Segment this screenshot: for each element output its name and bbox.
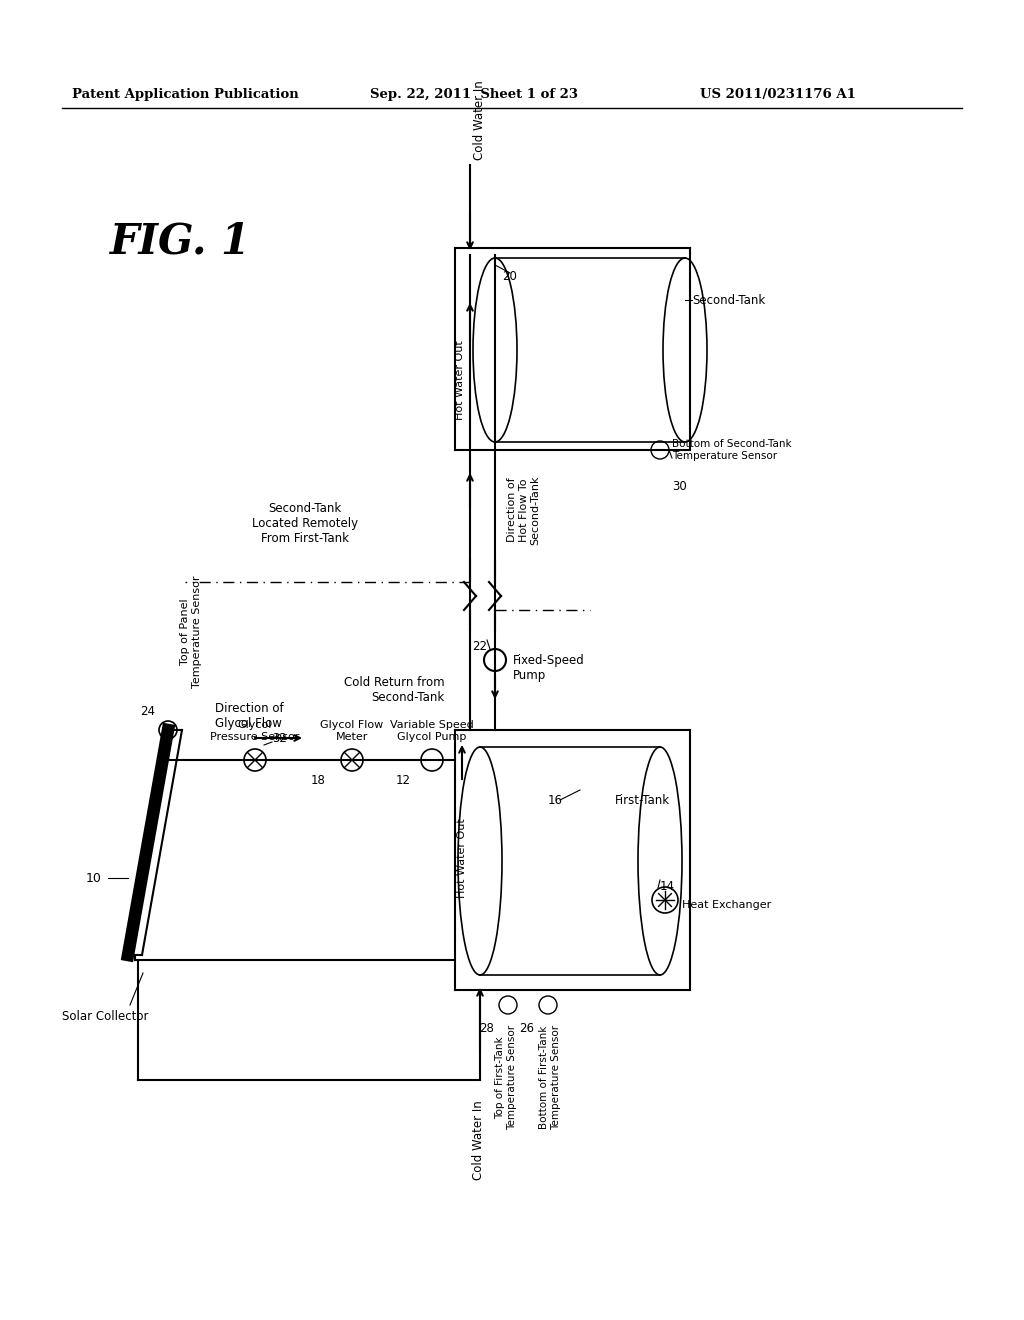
Text: 28: 28 [479, 1022, 494, 1035]
Text: 30: 30 [672, 480, 687, 492]
Text: Glycol Flow
Meter: Glycol Flow Meter [321, 721, 384, 742]
Text: 20: 20 [502, 271, 517, 282]
Text: 22: 22 [472, 640, 487, 653]
Text: Variable Speed
Glycol Pump: Variable Speed Glycol Pump [390, 721, 474, 742]
Text: Bottom of First-Tank
Temperature Sensor: Bottom of First-Tank Temperature Sensor [540, 1026, 561, 1130]
Text: Solar Collector: Solar Collector [62, 1010, 148, 1023]
Text: Second-Tank: Second-Tank [692, 293, 765, 306]
Text: Patent Application Publication: Patent Application Publication [72, 88, 299, 102]
Circle shape [499, 997, 517, 1014]
Text: Sep. 22, 2011  Sheet 1 of 23: Sep. 22, 2011 Sheet 1 of 23 [370, 88, 578, 102]
Text: 32: 32 [272, 733, 287, 744]
Text: 26: 26 [519, 1022, 534, 1035]
Text: US 2011/0231176 A1: US 2011/0231176 A1 [700, 88, 856, 102]
Text: Top of Panel
Temperature Sensor: Top of Panel Temperature Sensor [180, 576, 202, 688]
Text: 12: 12 [395, 774, 411, 787]
Circle shape [651, 441, 669, 459]
Text: Hot Water Out: Hot Water Out [455, 341, 465, 420]
Text: Direction of
Hot Flow To
Second-Tank: Direction of Hot Flow To Second-Tank [507, 475, 541, 545]
Text: 16: 16 [548, 793, 563, 807]
Text: Cold Water In: Cold Water In [473, 81, 486, 160]
Circle shape [341, 748, 362, 771]
Text: Bottom of Second-Tank
Temperature Sensor: Bottom of Second-Tank Temperature Sensor [672, 440, 792, 461]
Text: Second-Tank
Located Remotely
From First-Tank: Second-Tank Located Remotely From First-… [252, 502, 358, 545]
Circle shape [539, 997, 557, 1014]
Circle shape [244, 748, 266, 771]
Text: First-Tank: First-Tank [615, 793, 670, 807]
Circle shape [484, 649, 506, 671]
Text: 24: 24 [140, 705, 155, 718]
Text: Cold Return from
Second-Tank: Cold Return from Second-Tank [344, 676, 445, 704]
Circle shape [652, 887, 678, 913]
Text: Glycol
Pressure Sensor: Glycol Pressure Sensor [210, 721, 300, 742]
Text: 14: 14 [660, 880, 675, 894]
Text: 18: 18 [310, 774, 326, 787]
Text: Fixed-Speed
Pump: Fixed-Speed Pump [513, 653, 585, 682]
Text: Heat Exchanger: Heat Exchanger [682, 900, 771, 909]
Text: Top of First-Tank
Temperature Sensor: Top of First-Tank Temperature Sensor [496, 1026, 517, 1130]
Text: 10: 10 [86, 871, 102, 884]
Text: FIG. 1: FIG. 1 [110, 220, 251, 261]
Text: Direction of
Glycol Flow: Direction of Glycol Flow [215, 702, 284, 730]
Text: Cold Water In: Cold Water In [471, 1100, 484, 1180]
Circle shape [421, 748, 443, 771]
Text: Hot Water Out: Hot Water Out [457, 818, 467, 898]
